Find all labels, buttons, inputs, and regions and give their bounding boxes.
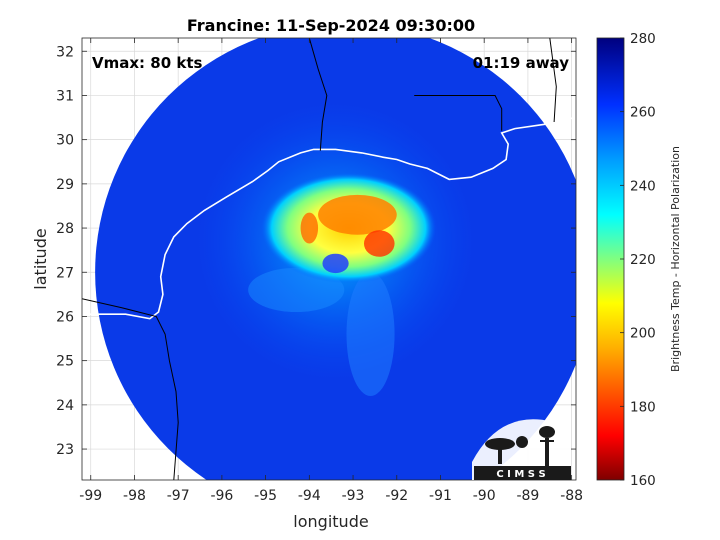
x-tick-label: -91 bbox=[429, 488, 452, 504]
x-tick-label: -99 bbox=[79, 488, 102, 504]
y-axis: 23 24 25 26 27 28 29 30 31 32 bbox=[56, 44, 576, 458]
colorbar-tick-label: 280 bbox=[630, 31, 656, 47]
border-line bbox=[414, 95, 503, 131]
y-tick-label: 23 bbox=[56, 442, 74, 458]
x-tick-label: -97 bbox=[167, 488, 190, 504]
x-tick-label: -88 bbox=[560, 488, 583, 504]
border-line bbox=[308, 38, 328, 151]
cimss-logo-text: C I M S S bbox=[496, 469, 545, 480]
storm-eye bbox=[322, 253, 349, 274]
x-tick-label: -96 bbox=[210, 488, 233, 504]
x-axis: -99 -98 -97 -96 -95 -94 -93 -92 -91 -90 -89 -88 bbox=[79, 38, 583, 504]
colorbar-tick-label: 160 bbox=[630, 473, 656, 489]
vmax-annotation: Vmax: 80 kts bbox=[92, 54, 202, 72]
border-line bbox=[82, 298, 179, 480]
colorbar-tick-label: 180 bbox=[630, 399, 656, 415]
x-tick-label: -93 bbox=[342, 488, 365, 504]
y-tick-label: 28 bbox=[56, 221, 74, 237]
y-tick-label: 29 bbox=[56, 177, 74, 193]
colorbar bbox=[596, 37, 625, 481]
x-tick-label: -94 bbox=[298, 488, 321, 504]
y-tick-label: 31 bbox=[56, 88, 74, 104]
chart-title: Francine: 11-Sep-2024 09:30:00 bbox=[187, 16, 475, 35]
cold-cloud-patch bbox=[318, 194, 397, 235]
rain-band bbox=[346, 272, 395, 397]
x-axis-title: longitude bbox=[293, 512, 368, 531]
y-tick-label: 30 bbox=[56, 133, 74, 149]
y-tick-label: 24 bbox=[56, 398, 74, 414]
y-axis-title: latitude bbox=[31, 228, 50, 289]
colorbar-tick-label: 200 bbox=[630, 326, 656, 342]
x-tick-label: -98 bbox=[123, 488, 146, 504]
colorbar-tick-label: 220 bbox=[630, 252, 656, 268]
x-tick-label: -92 bbox=[385, 488, 408, 504]
colorbar-tick-label: 260 bbox=[630, 105, 656, 121]
cold-cloud-patch bbox=[363, 230, 395, 257]
border-line bbox=[549, 38, 557, 123]
time-away-annotation: 01:19 away bbox=[473, 54, 570, 72]
cimss-logo: C I M S S bbox=[472, 419, 571, 480]
coastline bbox=[82, 116, 576, 320]
x-tick-label: -90 bbox=[473, 488, 496, 504]
colorbar-tick-label: 240 bbox=[630, 178, 656, 194]
borders bbox=[82, 38, 557, 480]
y-tick-label: 25 bbox=[56, 354, 74, 370]
axes-frame bbox=[81, 37, 577, 481]
y-tick-label: 27 bbox=[56, 265, 74, 281]
colorbar-title: Brightness Temp - Horizontal Polarizatio… bbox=[669, 146, 682, 372]
y-tick-label: 32 bbox=[56, 44, 74, 60]
colorbar-ticks: 160 180 200 220 240 260 280 bbox=[620, 31, 656, 489]
x-tick-label: -95 bbox=[254, 488, 277, 504]
x-tick-label: -89 bbox=[516, 488, 539, 504]
y-tick-label: 26 bbox=[56, 309, 74, 325]
cold-cloud-patch bbox=[300, 212, 319, 244]
